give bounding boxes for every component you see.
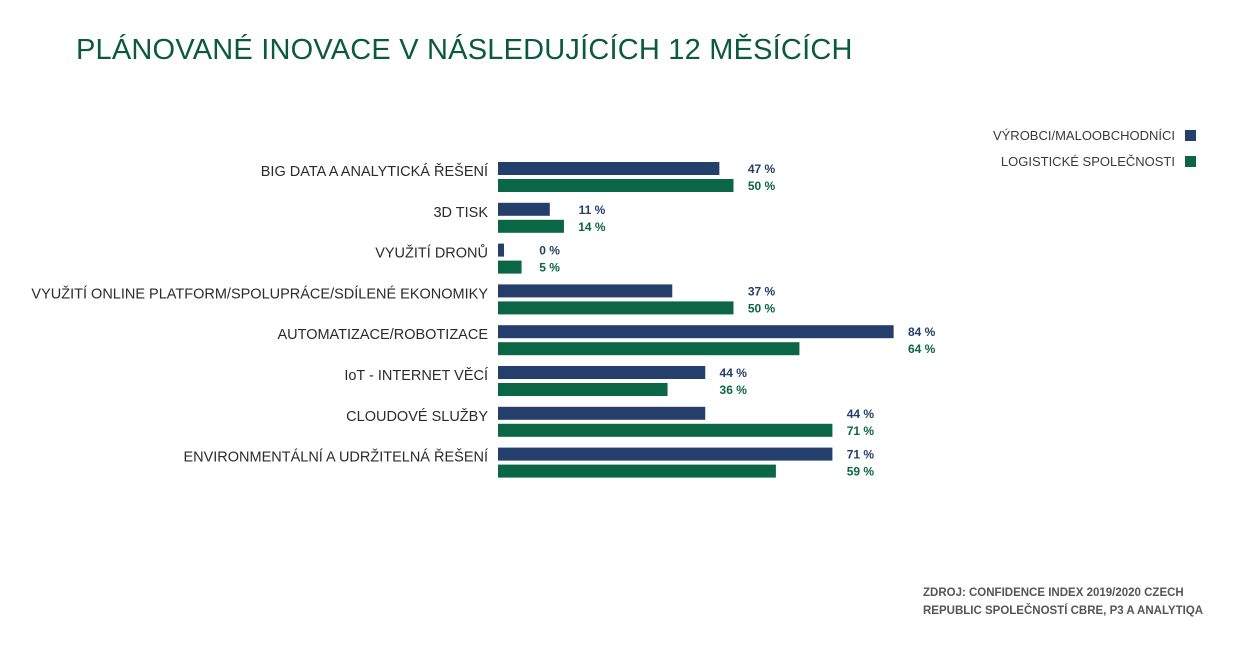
legend-swatch-manufacturers: [1185, 129, 1196, 141]
category-label: AUTOMATIZACE/ROBOTIZACE: [277, 327, 488, 343]
bar-manufacturers: [498, 366, 706, 379]
category-label: VYUŽITÍ ONLINE PLATFORM/SPOLUPRÁCE/SDÍLE…: [31, 285, 488, 302]
category-label: ENVIRONMENTÁLNÍ A UDRŽITELNÁ ŘEŠENÍ: [183, 449, 488, 466]
bar-logistics: [498, 179, 734, 192]
legend-swatch-logistics: [1185, 155, 1196, 167]
chart-legend: VÝROBCI/MALOOBCHODNÍCI LOGISTICKÉ SPOLEČ…: [993, 122, 1196, 174]
bar-logistics: [498, 260, 522, 274]
legend-item-manufacturers: VÝROBCI/MALOOBCHODNÍCI: [993, 122, 1196, 148]
category-label: 3D TISK: [433, 205, 488, 221]
data-label-manufacturers: 47 %: [748, 162, 776, 176]
category-label: IoT - INTERNET VĚCÍ: [344, 367, 488, 384]
data-label-manufacturers: 44 %: [847, 407, 875, 421]
data-label-manufacturers: 44 %: [720, 366, 748, 380]
bar-logistics: [498, 219, 564, 233]
data-label-manufacturers: 0 %: [539, 244, 560, 258]
source-note: ZDROJ: CONFIDENCE INDEX 2019/2020 CZECH …: [923, 584, 1223, 620]
bar-logistics: [498, 423, 833, 437]
data-label-logistics: 14 %: [578, 220, 606, 234]
bar-manufacturers: [498, 202, 550, 216]
data-label-logistics: 71 %: [847, 424, 875, 438]
bar-manufacturers: [498, 447, 833, 461]
chart-title: PLÁNOVANÉ INOVACE V NÁSLEDUJÍCÍCH 12 MĚS…: [76, 34, 853, 66]
data-label-logistics: 50 %: [748, 179, 776, 193]
bar-logistics: [498, 464, 776, 478]
bar-manufacturers: [498, 243, 504, 257]
legend-item-logistics: LOGISTICKÉ SPOLEČNOSTI: [993, 148, 1196, 174]
bar-logistics: [498, 342, 800, 356]
category-label: VYUŽITÍ DRONŮ: [375, 244, 488, 262]
bar-manufacturers: [498, 325, 894, 339]
category-label: BIG DATA A ANALYTICKÁ ŘEŠENÍ: [261, 163, 488, 180]
category-label: CLOUDOVÉ SLUŽBY: [346, 408, 488, 425]
data-label-manufacturers: 11 %: [579, 203, 606, 217]
data-label-logistics: 64 %: [908, 342, 936, 356]
source-line-1: ZDROJ: CONFIDENCE INDEX 2019/2020 CZECH: [923, 587, 1184, 599]
data-label-manufacturers: 71 %: [847, 448, 875, 462]
bar-manufacturers: [498, 162, 720, 175]
bar-logistics: [498, 301, 734, 315]
bar-manufacturers: [498, 406, 706, 420]
data-label-logistics: 50 %: [748, 301, 776, 315]
legend-label-logistics: LOGISTICKÉ SPOLEČNOSTI: [1000, 153, 1175, 169]
data-label-logistics: 59 %: [847, 465, 875, 479]
bar-logistics: [498, 383, 668, 396]
data-label-manufacturers: 37 %: [748, 284, 776, 298]
legend-label-manufacturers: VÝROBCI/MALOOBCHODNÍCI: [992, 127, 1175, 143]
data-label-logistics: 5 %: [539, 261, 560, 275]
source-line-2: REPUBLIC SPOLEČNOSTÍ CBRE, P3 A ANALYTIQ…: [923, 605, 1204, 617]
data-label-manufacturers: 84 %: [908, 325, 936, 339]
data-label-logistics: 36 %: [720, 383, 748, 397]
bar-manufacturers: [498, 284, 673, 298]
